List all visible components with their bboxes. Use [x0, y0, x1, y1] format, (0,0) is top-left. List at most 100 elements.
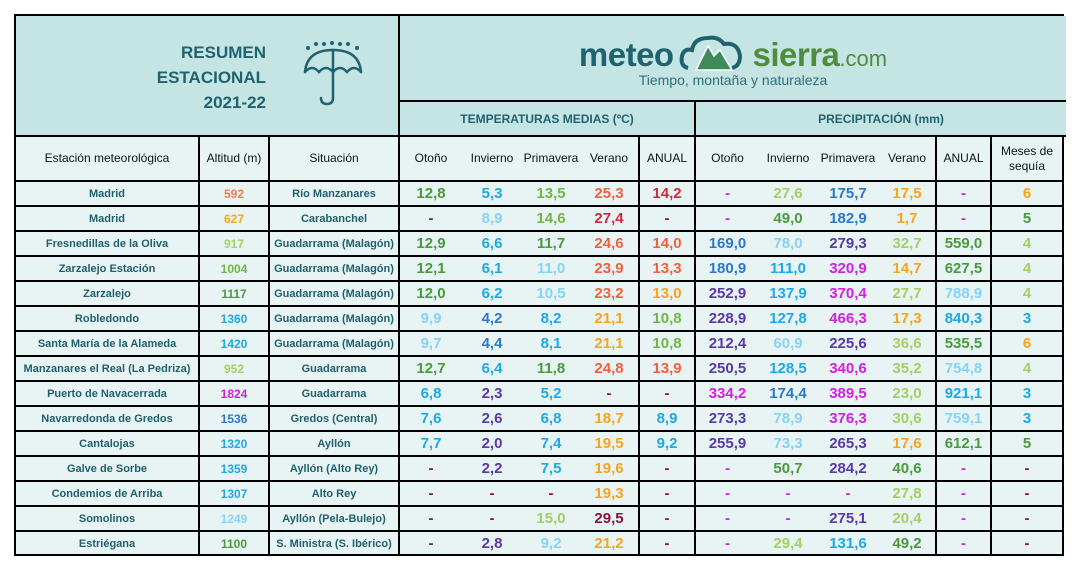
temp-summer: 24,8: [580, 357, 640, 380]
table-row: Manzanares el Real (La Pedriza) 952 Guadar…: [16, 357, 1062, 382]
column-header-precip-annual: ANUAL: [937, 137, 992, 182]
temp-summer: 21,1: [580, 332, 640, 355]
precip-summer: 27,7: [879, 282, 937, 305]
precip-winter: 73,3: [773, 435, 803, 452]
precip-autumn: -: [725, 535, 730, 552]
precip-autumn: 212,4: [708, 335, 747, 352]
precip-spring: 370,4: [829, 285, 867, 302]
altitude: 1360: [200, 307, 270, 330]
title-line-2: ESTACIONAL: [156, 68, 266, 87]
precip-winter: 49,0: [773, 210, 803, 227]
temp-summer: 25,3: [580, 182, 640, 205]
precip-autumn: -: [725, 210, 730, 227]
precip-winter: 127,8: [769, 310, 807, 327]
station-name: Galve de Sorbe: [16, 457, 200, 480]
altitude: 1824: [200, 382, 270, 405]
temp-annual: 10,8: [640, 307, 696, 330]
precip-summer: 40,6: [879, 457, 937, 480]
logo-tld: .com: [839, 46, 888, 71]
temp-summer: 21,1: [580, 307, 640, 330]
altitude: 1117: [200, 282, 270, 305]
umbrella-rain-icon: [303, 41, 363, 106]
table-row: Cantalojas 1320 Ayllón 7,7 255,9 2,0 73,3 7,4 26…: [16, 432, 1062, 457]
drought-months: -: [1024, 460, 1030, 477]
precip-annual: 759,1: [937, 407, 992, 430]
temp-annual: 9,2: [640, 432, 696, 455]
table-row: Estriégana 1100 S. Ministra (S. Ibérico) - -…: [16, 532, 1062, 557]
precip-autumn: -: [725, 510, 730, 527]
station-name: Fresnedillas de la Oliva: [16, 232, 200, 255]
temp-autumn: 7,6: [420, 410, 442, 427]
temp-autumn: 12,8: [416, 185, 446, 202]
temp-winter: -: [489, 485, 495, 502]
precip-annual: -: [937, 507, 992, 530]
drought-months: 3: [1022, 310, 1032, 327]
precip-annual: -: [937, 532, 992, 555]
precip-spring: 389,5: [829, 385, 867, 402]
temp-spring: 8,1: [540, 335, 562, 352]
situation: Guadarrama: [270, 357, 400, 380]
precip-spring: 320,9: [829, 260, 867, 277]
precip-spring: 340,6: [829, 360, 867, 377]
temp-annual: 13,0: [640, 282, 696, 305]
table-row: Puerto de Navacerrada 1824 Guadarrama 6,8 33…: [16, 382, 1062, 407]
temp-annual: -: [640, 382, 696, 405]
column-header-precip-autumn: Otoño: [696, 137, 759, 182]
situation: Guadarrama (Malagón): [270, 307, 400, 330]
temp-autumn: -: [428, 460, 434, 477]
logo-word-meteo: meteo: [578, 36, 674, 73]
station-name: Santa María de la Alameda: [16, 332, 200, 355]
station-name: Madrid: [16, 182, 200, 205]
temp-autumn: 7,7: [420, 435, 442, 452]
column-header-precip-spring: Primavera: [817, 137, 879, 182]
temp-winter: 2,0: [481, 435, 503, 452]
report-title: RESUMEN ESTACIONAL 2021-22: [157, 40, 266, 115]
precip-annual: 627,5: [937, 257, 992, 280]
station-name: Zarzalejo Estación: [16, 257, 200, 280]
temp-annual: 14,0: [640, 232, 696, 255]
precip-winter: 78,0: [773, 235, 803, 252]
temp-annual: -: [640, 207, 696, 230]
precip-winter: 50,7: [773, 460, 803, 477]
situation: Carabanchel: [270, 207, 400, 230]
meteosierra-logo: meteo sierra.com Tiempo, montaña y natur…: [400, 32, 1066, 88]
drought-months: -: [1024, 535, 1030, 552]
logo-block: meteo sierra.com Tiempo, montaña y natur…: [400, 16, 1066, 102]
temp-autumn: -: [428, 485, 434, 502]
temp-spring: -: [548, 485, 554, 502]
precip-annual: 612,1: [937, 432, 992, 455]
precip-autumn: 228,9: [708, 310, 747, 327]
temp-annual: -: [640, 457, 696, 480]
precip-winter: -: [785, 485, 791, 502]
situation: Río Manzanares: [270, 182, 400, 205]
precip-annual: 921,1: [937, 382, 992, 405]
precip-autumn: -: [725, 460, 730, 477]
precip-summer: 17,6: [879, 432, 937, 455]
situation: Ayllón: [270, 432, 400, 455]
precip-winter: 29,4: [773, 535, 803, 552]
precip-winter: 128,5: [769, 360, 807, 377]
precip-winter: -: [785, 510, 791, 527]
title-block: RESUMEN ESTACIONAL 2021-22: [16, 16, 400, 137]
altitude: 1100: [200, 532, 270, 555]
precip-autumn: -: [725, 485, 730, 502]
column-header-drought-months: Meses de sequía: [992, 137, 1062, 182]
precip-spring: 279,3: [829, 235, 867, 252]
precip-annual: -: [937, 207, 992, 230]
precip-autumn: -: [725, 185, 730, 202]
altitude: 1307: [200, 482, 270, 505]
altitude: 592: [200, 182, 270, 205]
precip-spring: 182,9: [829, 210, 867, 227]
drought-months: 3: [1022, 385, 1032, 402]
column-header-station: Estación meteorológica: [16, 137, 200, 182]
temp-summer: 19,5: [580, 432, 640, 455]
precip-annual: -: [937, 457, 992, 480]
drought-months: 4: [1022, 285, 1032, 302]
temp-spring: 7,4: [540, 435, 562, 452]
precip-annual: -: [937, 482, 992, 505]
column-header-temp-spring: Primavera: [522, 137, 580, 182]
precip-annual: 754,8: [937, 357, 992, 380]
situation: S. Ministra (S. Ibérico): [270, 532, 400, 555]
temp-autumn: 9,7: [420, 335, 442, 352]
precip-summer: 20,4: [879, 507, 937, 530]
